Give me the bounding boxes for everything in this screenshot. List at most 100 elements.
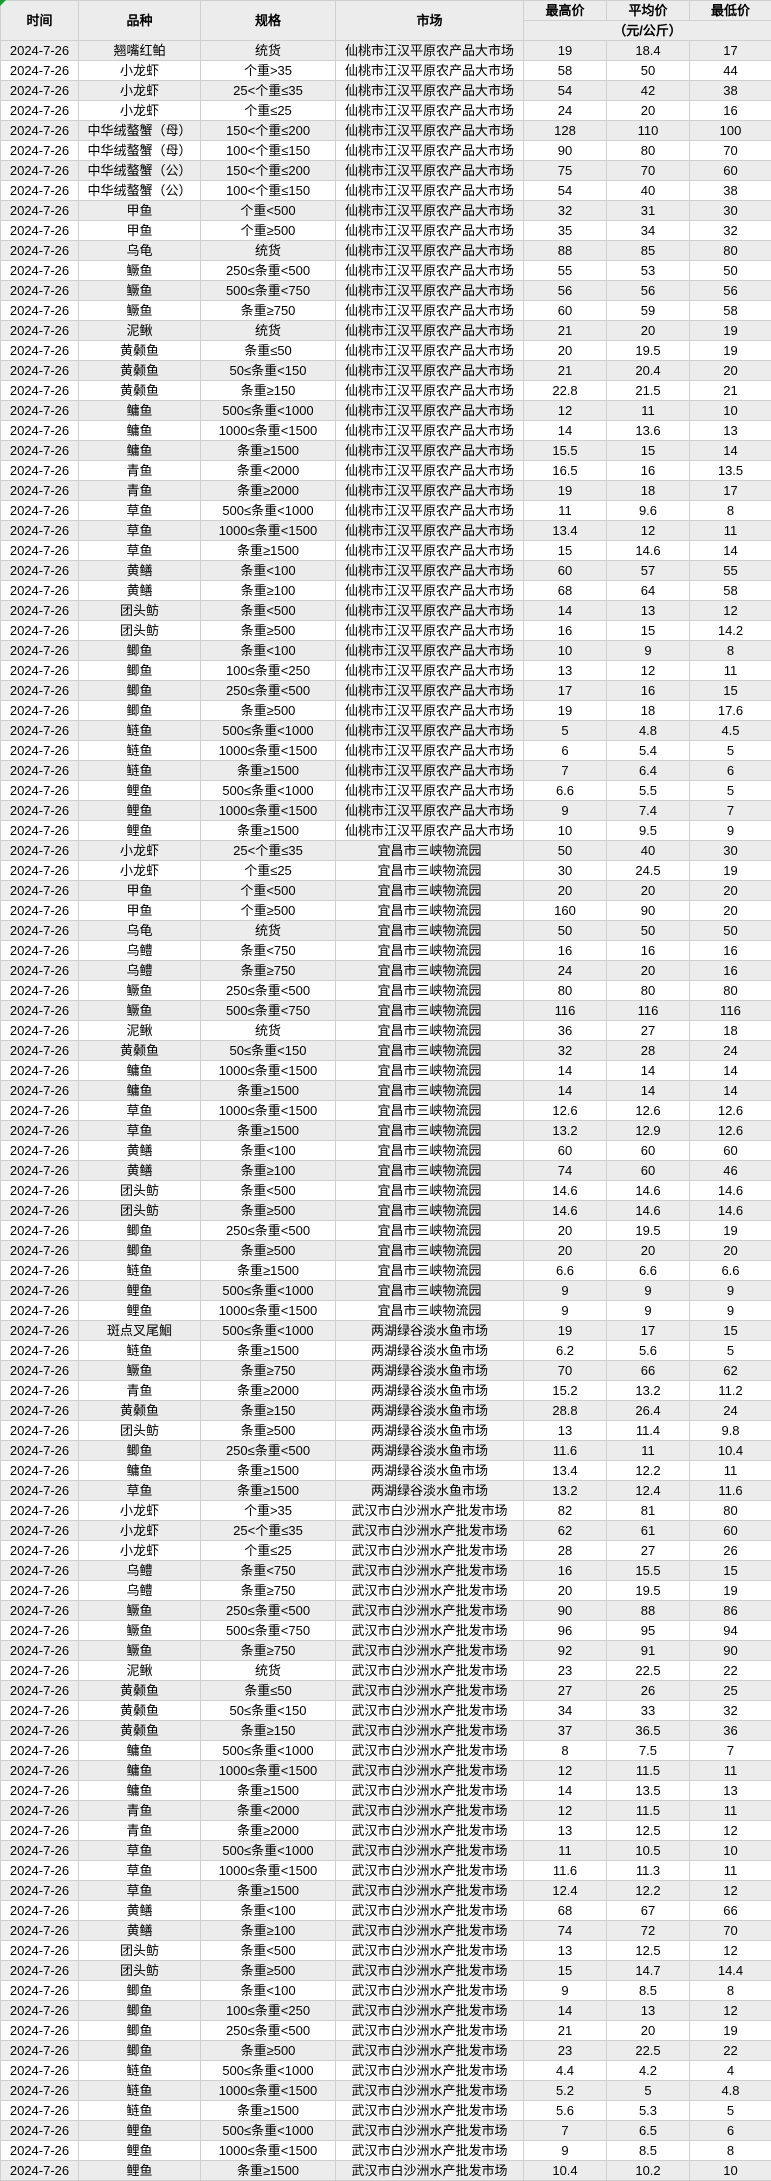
cell-spec: 1000≤条重<1500 — [201, 521, 336, 541]
cell-date: 2024-7-26 — [1, 2101, 79, 2121]
header-row-main: 时间 品种 规格 市场 最高价 平均价 最低价 — [1, 1, 771, 21]
cell-variety: 黄鳝 — [79, 1161, 201, 1181]
cell-high-price: 23 — [524, 1661, 607, 1681]
cell-date: 2024-7-26 — [1, 481, 79, 501]
cell-high-price: 60 — [524, 301, 607, 321]
cell-date: 2024-7-26 — [1, 761, 79, 781]
cell-date: 2024-7-26 — [1, 1941, 79, 1961]
cell-market: 仙桃市江汉平原农产品大市场 — [336, 221, 524, 241]
cell-avg-price: 61 — [607, 1521, 690, 1541]
cell-avg-price: 56 — [607, 281, 690, 301]
cell-high-price: 22.8 — [524, 381, 607, 401]
cell-high-price: 28 — [524, 1541, 607, 1561]
cell-low-price: 19 — [690, 1581, 771, 1601]
cell-spec: 条重≥100 — [201, 1161, 336, 1181]
cell-market: 武汉市白沙洲水产批发市场 — [336, 1821, 524, 1841]
cell-low-price: 7 — [690, 1741, 771, 1761]
cell-variety: 黄颡鱼 — [79, 1681, 201, 1701]
cell-date: 2024-7-26 — [1, 101, 79, 121]
cell-avg-price: 116 — [607, 1001, 690, 1021]
cell-date: 2024-7-26 — [1, 1181, 79, 1201]
cell-low-price: 100 — [690, 121, 771, 141]
cell-spec: 个重≥500 — [201, 221, 336, 241]
cell-variety: 中华绒螯蟹（公） — [79, 161, 201, 181]
cell-low-price: 17 — [690, 481, 771, 501]
cell-avg-price: 14 — [607, 1061, 690, 1081]
cell-date: 2024-7-26 — [1, 541, 79, 561]
cell-variety: 鲫鱼 — [79, 701, 201, 721]
cell-avg-price: 20 — [607, 2021, 690, 2041]
cell-date: 2024-7-26 — [1, 981, 79, 1001]
cell-date: 2024-7-26 — [1, 1521, 79, 1541]
cell-avg-price: 50 — [607, 921, 690, 941]
cell-high-price: 20 — [524, 341, 607, 361]
cell-high-price: 13.4 — [524, 1461, 607, 1481]
cell-avg-price: 95 — [607, 1621, 690, 1641]
cell-market: 仙桃市江汉平原农产品大市场 — [336, 321, 524, 341]
cell-high-price: 96 — [524, 1621, 607, 1641]
cell-variety: 鲫鱼 — [79, 2041, 201, 2061]
cell-avg-price: 64 — [607, 581, 690, 601]
cell-date: 2024-7-26 — [1, 381, 79, 401]
cell-avg-price: 85 — [607, 241, 690, 261]
cell-avg-price: 15 — [607, 621, 690, 641]
cell-high-price: 60 — [524, 1141, 607, 1161]
cell-high-price: 36 — [524, 1021, 607, 1041]
corner-flag-icon — [0, 0, 6, 6]
cell-variety: 鳜鱼 — [79, 1641, 201, 1661]
cell-low-price: 30 — [690, 841, 771, 861]
cell-variety: 黄颡鱼 — [79, 1721, 201, 1741]
cell-high-price: 19 — [524, 1321, 607, 1341]
cell-market: 武汉市白沙洲水产批发市场 — [336, 1961, 524, 1981]
cell-date: 2024-7-26 — [1, 2121, 79, 2141]
cell-variety: 鳜鱼 — [79, 1361, 201, 1381]
cell-spec: 个重<500 — [201, 881, 336, 901]
cell-variety: 鲤鱼 — [79, 2141, 201, 2161]
cell-market: 武汉市白沙洲水产批发市场 — [336, 1721, 524, 1741]
cell-variety: 鲫鱼 — [79, 1241, 201, 1261]
cell-low-price: 17 — [690, 41, 771, 61]
cell-avg-price: 21.5 — [607, 381, 690, 401]
column-header-time: 时间 — [1, 1, 79, 41]
cell-low-price: 6.6 — [690, 1261, 771, 1281]
column-header-high: 最高价 — [524, 1, 607, 21]
cell-high-price: 92 — [524, 1641, 607, 1661]
cell-spec: 1000≤条重<1500 — [201, 1861, 336, 1881]
cell-avg-price: 8.5 — [607, 1981, 690, 2001]
cell-low-price: 6 — [690, 2121, 771, 2141]
cell-low-price: 80 — [690, 241, 771, 261]
cell-high-price: 6.6 — [524, 1261, 607, 1281]
cell-spec: 50≤条重<150 — [201, 361, 336, 381]
cell-high-price: 68 — [524, 581, 607, 601]
cell-market: 宜昌市三峡物流园 — [336, 981, 524, 1001]
cell-high-price: 13 — [524, 661, 607, 681]
cell-avg-price: 20 — [607, 101, 690, 121]
cell-variety: 草鱼 — [79, 541, 201, 561]
cell-spec: 条重≥1500 — [201, 761, 336, 781]
cell-variety: 黄鳝 — [79, 581, 201, 601]
cell-high-price: 74 — [524, 1921, 607, 1941]
cell-low-price: 44 — [690, 61, 771, 81]
cell-avg-price: 9 — [607, 641, 690, 661]
cell-spec: 1000≤条重<1500 — [201, 2141, 336, 2161]
cell-date: 2024-7-26 — [1, 61, 79, 81]
cell-variety: 鲫鱼 — [79, 641, 201, 661]
